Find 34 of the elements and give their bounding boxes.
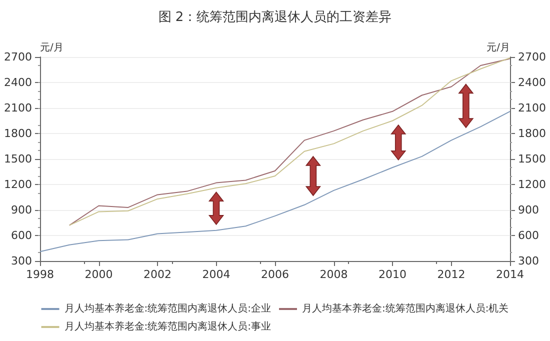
y2-axis-title: 元/月	[486, 42, 510, 54]
x-tick-label: 2014	[496, 268, 524, 281]
y2-tick-label: 1800	[518, 127, 546, 140]
y-tick-label: 300	[11, 254, 32, 268]
y-tick-label: 2100	[4, 102, 32, 114]
y-axis-title: 元/月	[40, 42, 64, 54]
y-tick-label: 1800	[4, 127, 32, 140]
x-tick-label: 2002	[144, 268, 172, 281]
y2-tick-label: 1500	[518, 152, 546, 166]
x-tick-label: 2008	[320, 268, 348, 281]
y2-tick-label: 300	[518, 254, 539, 268]
y-tick-label: 900	[11, 204, 32, 216]
x-tick-label: 1998	[26, 268, 54, 281]
legend-label: 月人均基本养老金:统筹范围内离退休人员:事业	[64, 320, 272, 332]
y2-tick-label: 2400	[518, 76, 546, 89]
y-tick-label: 1500	[4, 152, 32, 166]
y-tick-label: 600	[11, 229, 32, 242]
legend-label: 月人均基本养老金:统筹范围内离退休人员:企业	[64, 302, 272, 314]
x-tick-label: 2010	[378, 268, 406, 281]
y2-tick-label: 900	[518, 204, 539, 216]
x-tick-label: 2000	[84, 268, 113, 281]
legend-label: 月人均基本养老金:统筹范围内离退休人员:机关	[302, 302, 509, 314]
y-tick-label: 1200	[4, 178, 32, 191]
x-tick-label: 2006	[261, 268, 289, 281]
y2-tick-label: 600	[518, 229, 539, 242]
y2-tick-label: 2100	[518, 102, 546, 114]
chart-title: 图 2：统筹范围内离退休人员的工资差异	[158, 9, 392, 25]
y2-tick-label: 1200	[518, 178, 546, 191]
x-tick-label: 2004	[202, 268, 230, 281]
y-tick-label: 2400	[4, 76, 32, 89]
x-tick-label: 2012	[437, 268, 466, 281]
y2-tick-label: 2700	[518, 50, 546, 64]
y-tick-label: 2700	[4, 50, 32, 64]
line-series	[40, 110, 510, 252]
